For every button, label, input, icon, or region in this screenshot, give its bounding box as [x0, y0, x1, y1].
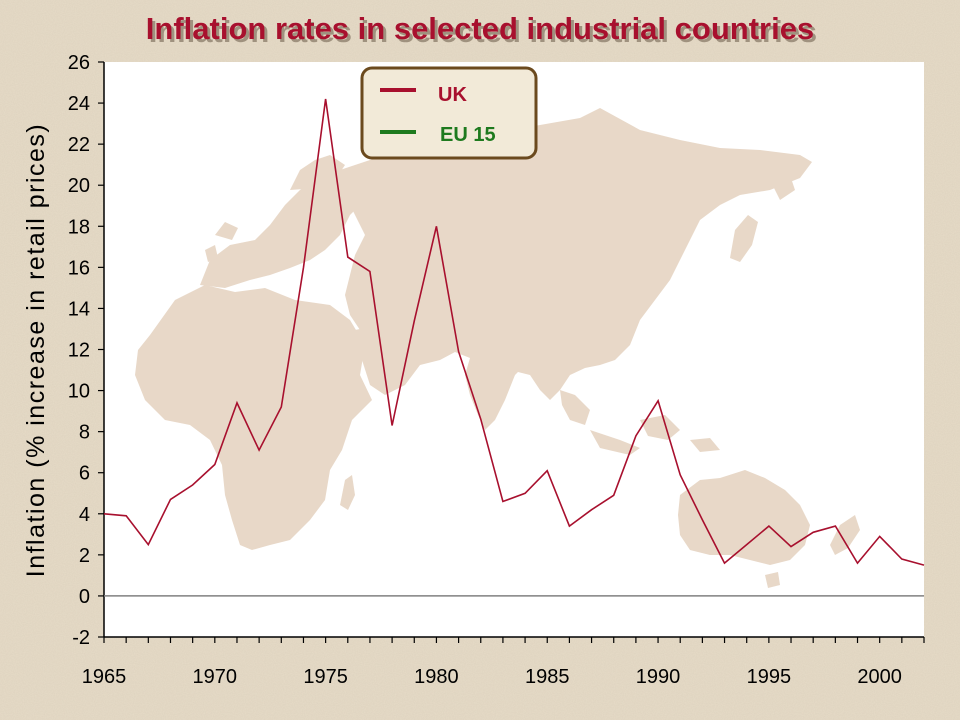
y-tick-label: 0: [79, 586, 90, 608]
x-tick-label: 1975: [303, 666, 348, 688]
x-tick-label: 2000: [857, 666, 902, 688]
x-axis: 1965 1970 1975 1980 1985 1990 1995 2000: [82, 636, 925, 688]
y-axis-label: Inflation (% increase in retail prices): [22, 123, 50, 578]
world-map-image: [135, 108, 860, 588]
x-tick-label: 1965: [82, 666, 127, 688]
series-line-uk: [103, 98, 925, 566]
y-tick-label: 4: [79, 504, 90, 526]
y-tick-label: 22: [68, 134, 90, 156]
legend: UK EU 15: [360, 66, 538, 160]
x-tick-label: 1985: [525, 666, 570, 688]
y-tick-label: 18: [68, 216, 90, 238]
y-tick-label: 26: [68, 52, 90, 74]
x-tick-label: 1980: [414, 666, 459, 688]
y-tick-label: -2: [72, 627, 90, 649]
legend-label-eu15: EU 15: [440, 124, 496, 146]
x-tick-label: 1995: [747, 666, 792, 688]
y-tick-label: 8: [79, 422, 90, 444]
y-tick-label: 6: [79, 463, 90, 485]
chart-title: Inflation rates in selected industrial c…: [146, 11, 814, 46]
series-layer: [103, 98, 925, 566]
y-tick-label: 16: [68, 257, 90, 279]
y-tick-label: 24: [68, 93, 90, 115]
chart-title-shadow: Inflation rates in selected industrial c…: [149, 14, 817, 49]
y-tick-label: 20: [68, 175, 90, 197]
y-tick-label: 10: [68, 381, 90, 403]
x-tick-label: 1990: [636, 666, 681, 688]
y-tick-label: 2: [79, 545, 90, 567]
y-tick-label: 12: [68, 340, 90, 362]
legend-label-uk: UK: [438, 84, 467, 106]
x-tick-label: 1970: [193, 666, 238, 688]
y-tick-label: 14: [68, 298, 90, 320]
